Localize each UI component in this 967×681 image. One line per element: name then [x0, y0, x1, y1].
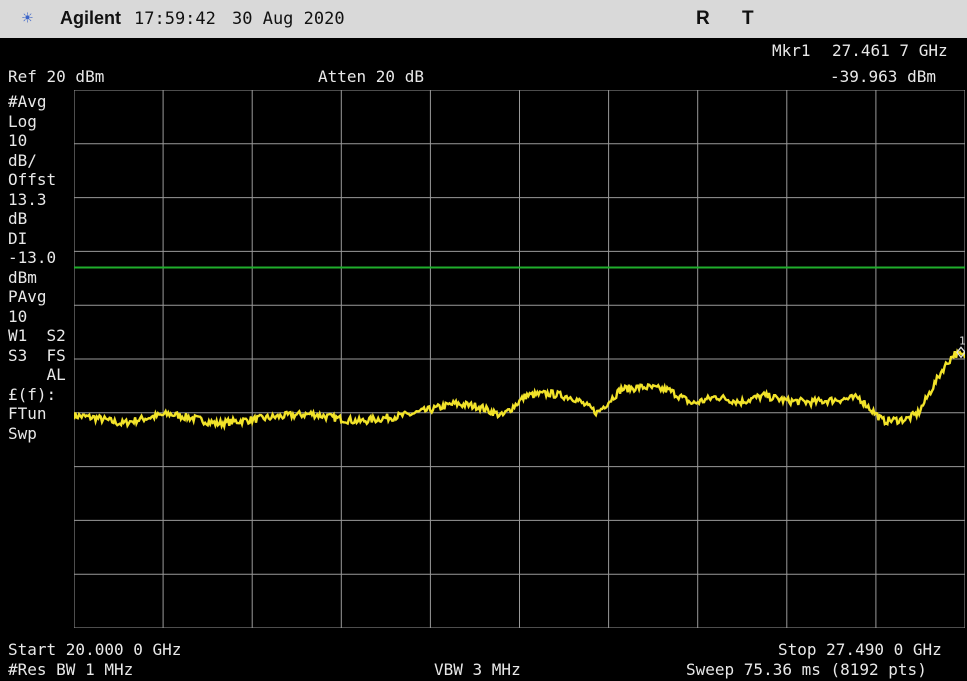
marker-level: -39.963 dBm: [830, 67, 936, 86]
graticule: [74, 90, 965, 628]
brand-label: Agilent: [60, 8, 121, 28]
title-bar: ☀ Agilent 17:59:42 30 Aug 2020 R T: [0, 0, 967, 38]
resolution-bandwidth: #Res BW 1 MHz: [8, 660, 134, 679]
left-annotation: PAvg: [8, 287, 47, 306]
video-bandwidth: VBW 3 MHz: [434, 660, 521, 679]
left-annotation: DI: [8, 228, 28, 248]
left-annotation: dB/: [8, 150, 37, 170]
left-annotation: -13.0: [8, 248, 57, 267]
left-annotation: W1 S2: [8, 326, 66, 345]
marker-number: 1: [959, 334, 965, 347]
trigger-indicator: T: [742, 8, 754, 29]
left-annotation: 13.3: [8, 189, 47, 209]
ref-level: Ref 20 dBm: [8, 67, 105, 86]
left-annotation: S3 FS: [8, 345, 66, 365]
left-annotation: £(f):: [8, 384, 57, 404]
clock-date: 30 Aug 2020: [232, 9, 345, 29]
left-annotation: AL: [8, 365, 66, 384]
left-annotation: dBm: [8, 267, 37, 287]
left-annotation: FTun: [8, 404, 47, 423]
left-annotation: Offst: [8, 170, 57, 189]
stop-frequency: Stop 27.490 0 GHz: [778, 640, 942, 659]
sunburst-icon: ☀: [22, 8, 33, 29]
clock-time: 17:59:42: [134, 9, 216, 29]
start-frequency: Start 20.000 0 GHz: [8, 640, 182, 659]
marker-frequency: 27.461 7 GHz: [832, 41, 948, 60]
left-annotation: Swp: [8, 423, 37, 443]
marker-label: Mkr1: [772, 41, 811, 60]
marker-diamond-icon: [956, 346, 965, 359]
marker-1: 1: [956, 334, 965, 359]
remote-indicator: R: [696, 8, 710, 29]
left-annotation: #Avg: [8, 92, 47, 111]
trace-line: [74, 348, 965, 432]
attenuation: Atten 20 dB: [318, 67, 424, 86]
spectrum-plot: 1: [74, 90, 965, 628]
sweep-time: Sweep 75.36 ms (8192 pts): [686, 660, 927, 679]
footer: Start 20.000 0 GHz Stop 27.490 0 GHz #Re…: [0, 639, 967, 681]
left-annotations: #Avg Log 10 dB/Offst 13.3 dB DI -13.0 dBm PAvg 10 W…: [8, 92, 66, 443]
left-annotation: 10: [8, 306, 28, 326]
left-annotation: 10: [8, 131, 28, 150]
left-annotation: dB: [8, 209, 28, 228]
left-annotation: Log: [8, 111, 37, 131]
